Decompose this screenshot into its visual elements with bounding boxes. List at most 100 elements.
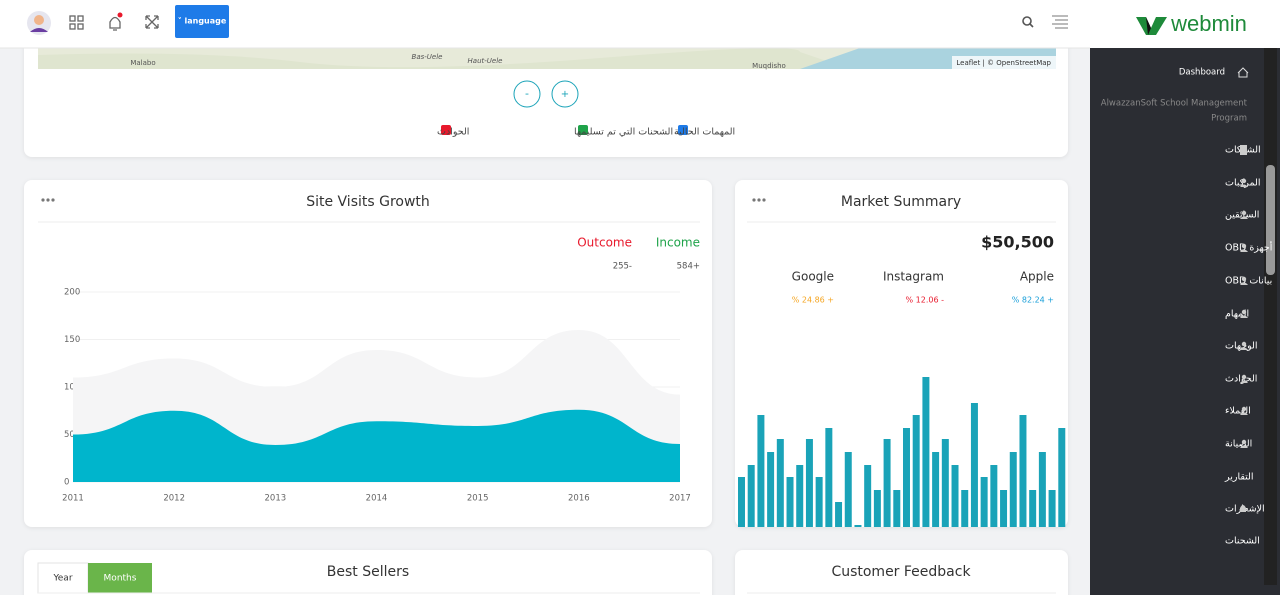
stock-change: % 24.86 +: [792, 296, 834, 305]
area-series: [73, 409, 680, 482]
bar: [1048, 490, 1056, 527]
bar: [990, 465, 998, 527]
bar: [951, 465, 959, 527]
bar: [1058, 428, 1066, 527]
notification-icon[interactable]: [109, 16, 121, 31]
legend-swatch: [578, 125, 588, 135]
program-name: AlwazzanSoft School Management: [1101, 99, 1248, 109]
y-tick-label: 150: [64, 335, 80, 345]
bar: [844, 452, 852, 527]
bar: [815, 477, 823, 527]
nav-item[interactable]: الحوادث: [1225, 374, 1257, 385]
legend-label: المهمات الحالية: [674, 127, 735, 138]
avatar-face: [34, 15, 44, 25]
legend-label: الحوادث: [437, 127, 469, 138]
bar: [961, 490, 969, 527]
nav-icon: [1241, 406, 1247, 412]
nav-item[interactable]: المركبات: [1225, 178, 1261, 189]
y-tick-label: 50: [64, 430, 75, 440]
bar: [1029, 490, 1037, 527]
map-place-label: Bas-Uele: [412, 53, 443, 61]
bar: [854, 525, 862, 527]
nav-item[interactable]: المهام: [1225, 309, 1249, 320]
logo-area: [1090, 0, 1280, 48]
x-tick-label: 2014: [366, 494, 388, 504]
legend-swatch: [678, 125, 688, 135]
legend-entry: Income: [656, 236, 700, 250]
stock-name: Google: [792, 270, 834, 284]
y-tick-label: 200: [64, 288, 80, 298]
stock-name: Instagram: [883, 270, 944, 284]
stock-change: % 82.24 +: [1012, 296, 1054, 305]
y-tick-label: 0: [64, 478, 69, 488]
map-place-label: Haut-Uele: [468, 57, 503, 65]
nav-icon: [1240, 145, 1247, 155]
card-title: Market Summary: [841, 194, 961, 210]
bar: [864, 465, 872, 527]
legend-total: 584+: [677, 262, 700, 272]
nav-icon: [1241, 341, 1247, 347]
x-tick-label: 2016: [568, 494, 590, 504]
nav-icon: [1241, 210, 1247, 216]
nav-item[interactable]: التقارير: [1224, 472, 1254, 483]
apps-icon[interactable]: [69, 15, 84, 30]
nav-icon: [1241, 243, 1247, 249]
nav-icon: [1240, 505, 1246, 512]
search-icon[interactable]: [1022, 16, 1032, 26]
language-button[interactable]: [175, 5, 229, 38]
nav-icon: [1241, 374, 1247, 380]
bar: [767, 452, 775, 527]
zoom-out-button[interactable]: [513, 80, 541, 108]
nav-icon: [1240, 282, 1248, 285]
top-bar: [0, 0, 1090, 48]
card-title: Best Sellers: [327, 564, 409, 580]
sidebar: [1090, 48, 1280, 595]
nav-icon: [1240, 445, 1248, 448]
nav-item[interactable]: بيانات OBD: [1225, 276, 1272, 287]
customer-feedback-card: [735, 550, 1068, 595]
map-attribution: Leaflet | © OpenStreetMap: [956, 59, 1051, 67]
bar: [835, 502, 843, 527]
map-place-label: Muqdisho: [752, 62, 786, 70]
nav-item[interactable]: أجهزة OBD: [1225, 241, 1273, 254]
bar: [970, 403, 978, 527]
nav-item[interactable]: العملاء: [1225, 406, 1251, 417]
zoom-in-button[interactable]: [551, 80, 579, 108]
bar: [903, 428, 910, 527]
nav-item[interactable]: الوجهات: [1225, 341, 1258, 352]
tab-label[interactable]: Year: [52, 574, 72, 584]
scrollbar-thumb[interactable]: [1266, 165, 1275, 275]
tab-label[interactable]: Months: [104, 574, 137, 584]
bar: [883, 439, 891, 527]
bar: [796, 465, 804, 527]
nav-item[interactable]: الشحنات: [1225, 536, 1260, 547]
bar: [757, 415, 765, 527]
x-tick-label: 2015: [467, 494, 489, 504]
nav-icon: [1240, 249, 1248, 252]
x-tick-label: 2017: [669, 494, 691, 504]
nav-icon: [1241, 309, 1247, 315]
bar: [893, 490, 901, 527]
card-menu[interactable]: [752, 198, 766, 202]
market-summary-card: [735, 180, 1068, 527]
fullscreen-icon[interactable]: [145, 15, 159, 29]
nav-icon: [1240, 184, 1248, 187]
y-tick-label: 100: [64, 383, 80, 393]
bar: [922, 377, 930, 527]
nav-icon: [1240, 216, 1248, 219]
bar: [980, 477, 988, 527]
nav-item[interactable]: السائقين: [1225, 210, 1259, 221]
nav-item[interactable]: Dashboard: [1179, 68, 1225, 78]
nav-icon: [1241, 276, 1247, 282]
card-title: Site Visits Growth: [306, 194, 430, 210]
zoom-in-label: +: [561, 89, 569, 100]
bar: [786, 477, 794, 527]
program-name: Program: [1211, 114, 1247, 124]
nav-item[interactable]: الصيانة: [1225, 439, 1252, 450]
menu-icon[interactable]: [1052, 15, 1068, 29]
nav-icon: [1240, 380, 1248, 383]
logo-mark: [1136, 17, 1167, 35]
months-tab[interactable]: [88, 563, 152, 593]
card-menu[interactable]: [41, 198, 55, 202]
